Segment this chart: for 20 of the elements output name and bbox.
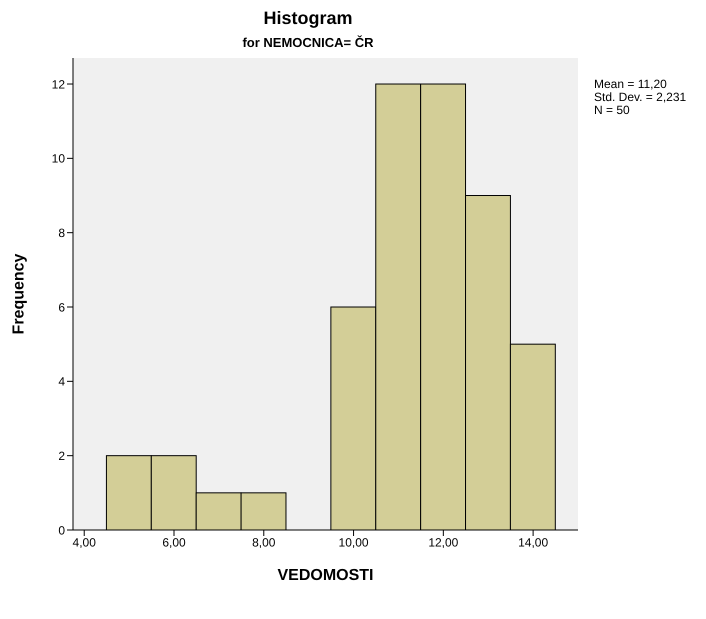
text: Std. Dev. = 2,231 — [594, 90, 686, 104]
chart-subtitle: for NEMOCNICA= ČR — [241, 35, 375, 50]
x-tick-label: 14,00 — [518, 536, 548, 550]
x-axis-title: VEDOMOSTI — [277, 567, 374, 584]
x-tick-label: 8,00 — [252, 536, 276, 550]
y-tick-label: 8 — [58, 226, 66, 240]
y-tick-label: 2 — [58, 448, 66, 463]
x-tick-label: 10,00 — [338, 536, 369, 550]
text: N = 50 — [594, 103, 631, 117]
y-tick-label: 0 — [58, 523, 66, 538]
x-tick-label: 4,00 — [72, 536, 96, 550]
chart-title: Histogram — [262, 8, 354, 29]
text: Mean = 11,20 — [594, 77, 668, 91]
y-tick-label: 12 — [52, 77, 66, 92]
y-tick-label: 10 — [52, 152, 66, 166]
x-tick-label: 6,00 — [162, 536, 186, 550]
x-tick-label: 12,00 — [428, 536, 459, 550]
y-tick-label: 4 — [58, 374, 66, 389]
y-tick-label: 6 — [58, 300, 66, 314]
y-axis-title: Frequency — [10, 253, 28, 334]
